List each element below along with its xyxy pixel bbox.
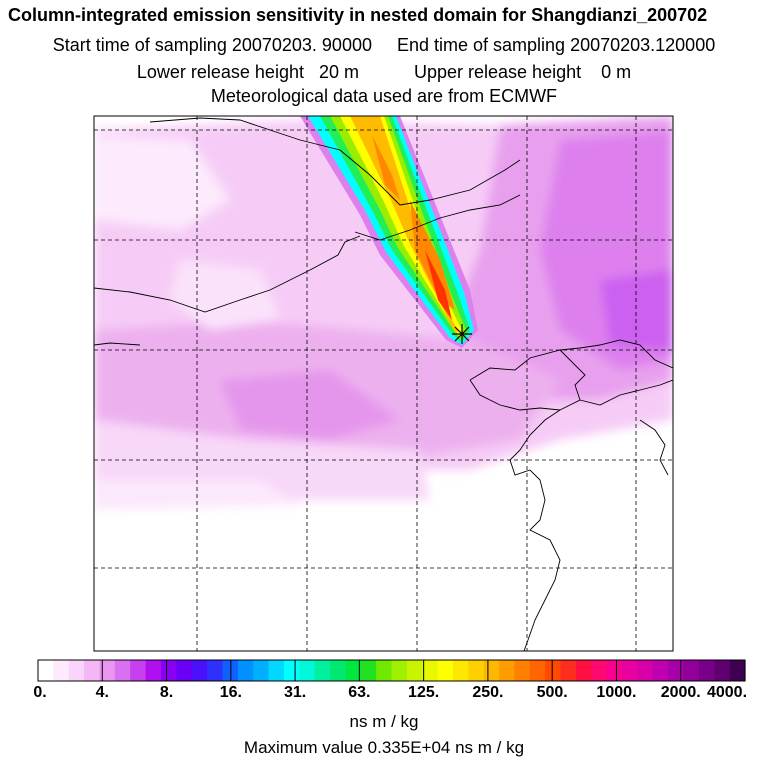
plume — [300, 116, 478, 348]
colorbar-tick-label: 125. — [408, 684, 440, 701]
colorbar-tick-label: 8. — [159, 684, 174, 701]
colorbar-units: ns m / kg — [349, 712, 419, 731]
release-height-line: Lower release height 20 m Upper release … — [136, 62, 632, 82]
grid-lines — [94, 116, 673, 651]
coastlines — [94, 117, 673, 651]
colorbar-tick-label: 63. — [348, 684, 371, 701]
met-data-line: Meteorological data used are from ECMWF — [210, 86, 558, 106]
colorbar-tick-label: 1000. — [596, 684, 637, 701]
colorbar-tick-label: 250. — [472, 684, 504, 701]
colorbar-tick-label: 4. — [95, 684, 109, 701]
colorbar-tick-label: 500. — [536, 684, 568, 701]
map-frame — [93, 115, 674, 652]
colorbar-tick-label: 4000. — [706, 684, 748, 701]
chart-title: Column-integrated emission sensitivity i… — [8, 5, 708, 25]
sampling-time-line: Start time of sampling 20070203. 90000 E… — [52, 35, 716, 55]
colorbar-tick-label: 31. — [283, 684, 307, 701]
maximum-value-note: Maximum value 0.335E+04 ns m / kg — [243, 738, 525, 757]
station-star-marker — [452, 324, 472, 344]
colorbar-tick-label: 16. — [219, 684, 242, 701]
colorbar-tick-label: 0. — [33, 684, 47, 701]
sensitivity-field — [94, 116, 673, 651]
colorbar-tick-label: 2000. — [660, 684, 701, 701]
